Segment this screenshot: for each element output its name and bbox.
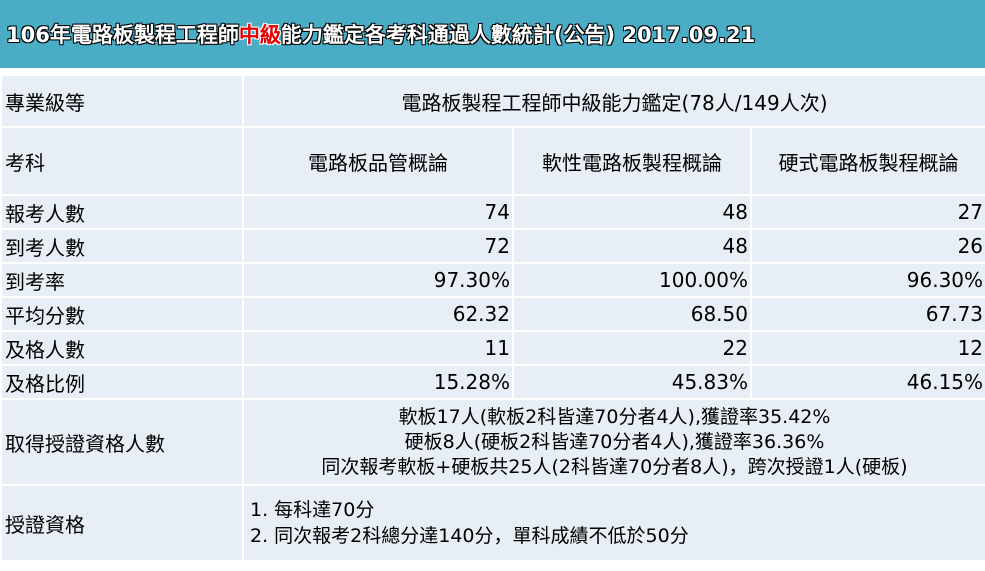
stat-value: 48: [512, 228, 752, 264]
stat-label: 到考率: [0, 262, 244, 298]
stat-value: 46.15%: [749, 364, 985, 400]
table-row: 及格比例 15.28% 45.83% 46.15%: [0, 364, 985, 400]
stat-label: 報考人數: [0, 194, 244, 230]
certified-line: 硬板8人(硬板2科皆達70分者4人),獲證率36.36%: [404, 430, 825, 453]
stat-value: 22: [512, 330, 752, 366]
table-row-level: 專業級等 電路板製程工程師中級能力鑑定(78人/149人次): [0, 74, 985, 128]
requirements-label: 授證資格: [0, 484, 244, 562]
subjects-label: 考科: [0, 126, 244, 196]
stat-value: 72: [242, 228, 514, 264]
stat-value: 97.30%: [242, 262, 514, 298]
page-title: 106年電路板製程工程師中級能力鑑定各考科通過人數統計(公告) 2017.09.…: [6, 19, 755, 49]
title-highlight: 中級: [238, 23, 281, 47]
table-row: 及格人數 11 22 12: [0, 330, 985, 366]
certified-notes: 軟板17人(軟板2科皆達70分者4人),獲證率35.42% 硬板8人(硬板2科皆…: [241, 398, 985, 486]
stat-value: 100.00%: [512, 262, 752, 298]
stat-value: 26: [749, 228, 985, 264]
stat-value: 12: [749, 330, 985, 366]
stat-label: 到考人數: [0, 228, 244, 264]
table-row: 平均分數 62.32 68.50 67.73: [0, 296, 985, 332]
table-row-requirements: 授證資格 1. 每科達70分 2. 同次報考2科總分達140分，單科成績不低於5…: [0, 484, 985, 562]
level-label: 專業級等: [0, 74, 244, 128]
stat-label: 平均分數: [0, 296, 244, 332]
subject-header: 軟性電路板製程概論: [512, 126, 752, 196]
stat-value: 96.30%: [749, 262, 985, 298]
stat-value: 67.73: [749, 296, 985, 332]
level-value: 電路板製程工程師中級能力鑑定(78人/149人次): [241, 74, 985, 128]
certified-label: 取得授證資格人數: [0, 398, 244, 486]
stat-label: 及格人數: [0, 330, 244, 366]
stat-value: 45.83%: [512, 364, 752, 400]
stat-label: 及格比例: [0, 364, 244, 400]
table-row: 報考人數 74 48 27: [0, 194, 985, 230]
requirement-line: 2. 同次報考2科總分達140分，單科成績不低於50分: [250, 525, 689, 547]
stat-value: 48: [512, 194, 752, 230]
requirements-notes: 1. 每科達70分 2. 同次報考2科總分達140分，單科成績不低於50分: [241, 484, 985, 562]
subject-header: 硬式電路板製程概論: [749, 126, 985, 196]
table-row-subjects: 考科 電路板品管概論 軟性電路板製程概論 硬式電路板製程概論: [0, 126, 985, 196]
requirement-line: 1. 每科達70分: [250, 499, 375, 521]
stat-value: 74: [242, 194, 514, 230]
certified-line: 同次報考軟板+硬板共25人(2科皆達70分者8人)，跨次授證1人(硬板): [321, 455, 908, 478]
title-bar: 106年電路板製程工程師中級能力鑑定各考科通過人數統計(公告) 2017.09.…: [0, 0, 985, 68]
title-suffix: 能力鑑定各考科通過人數統計(公告) 2017.09.21: [280, 23, 756, 47]
certified-line: 軟板17人(軟板2科皆達70分者4人),獲證率35.42%: [398, 405, 831, 428]
table-row: 到考人數 72 48 26: [0, 228, 985, 264]
table-row: 到考率 97.30% 100.00% 96.30%: [0, 262, 985, 298]
statistics-table: 專業級等 電路板製程工程師中級能力鑑定(78人/149人次) 考科 電路板品管概…: [0, 74, 985, 562]
stat-value: 15.28%: [242, 364, 514, 400]
stat-value: 11: [242, 330, 514, 366]
stat-value: 68.50: [512, 296, 752, 332]
stat-value: 62.32: [242, 296, 514, 332]
stat-value: 27: [749, 194, 985, 230]
title-prefix: 106年電路板製程工程師: [6, 23, 239, 47]
table-row-certified: 取得授證資格人數 軟板17人(軟板2科皆達70分者4人),獲證率35.42% 硬…: [0, 398, 985, 486]
subject-header: 電路板品管概論: [242, 126, 514, 196]
